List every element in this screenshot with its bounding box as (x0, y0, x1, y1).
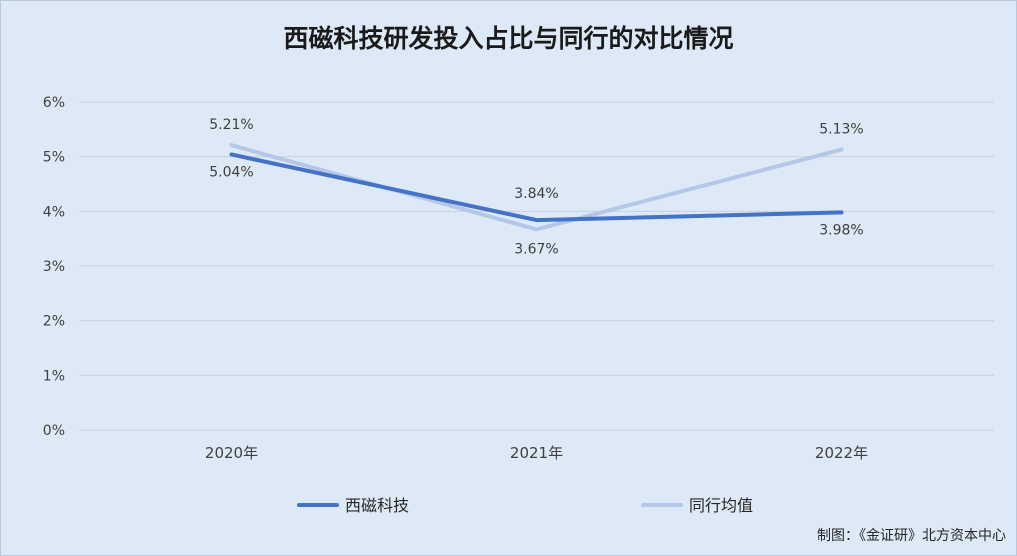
y-tick-label: 1% (43, 368, 65, 384)
legend-label: 同行均值 (689, 496, 753, 515)
series-lines (229, 143, 844, 232)
x-tick-label: 2020年 (205, 444, 258, 462)
x-axis-ticks: 2020年 2021年 2022年 (205, 444, 868, 462)
x-tick-label: 2022年 (815, 444, 868, 462)
chart-title: 西磁科技研发投入占比与同行的对比情况 (283, 24, 734, 53)
data-label: 5.04% (209, 164, 253, 180)
gridlines (79, 101, 994, 431)
legend: 西磁科技 同行均值 (297, 496, 753, 515)
y-tick-label: 3% (43, 259, 65, 275)
data-label: 3.98% (819, 222, 863, 238)
y-tick-label: 0% (43, 423, 65, 439)
x-tick-label: 2021年 (510, 444, 563, 462)
y-tick-label: 6% (43, 95, 65, 111)
y-axis-ticks: 0% 1% 2% 3% 4% 5% 6% (43, 95, 65, 439)
source-note: 制图：《金证研》北方资本中心 (817, 528, 1006, 544)
y-tick-label: 5% (43, 150, 65, 166)
data-label: 5.21% (209, 117, 253, 133)
y-tick-label: 2% (43, 314, 65, 330)
legend-label: 西磁科技 (345, 496, 409, 515)
data-label: 3.84% (514, 186, 558, 202)
series-line-secondary (229, 143, 844, 232)
data-label: 3.67% (514, 241, 558, 257)
y-tick-label: 4% (43, 204, 65, 220)
data-label: 5.13% (819, 122, 863, 138)
data-labels: 5.04% 3.84% 3.98% 5.21% 3.67% 5.13% (209, 117, 863, 257)
series-line-primary (229, 152, 844, 223)
